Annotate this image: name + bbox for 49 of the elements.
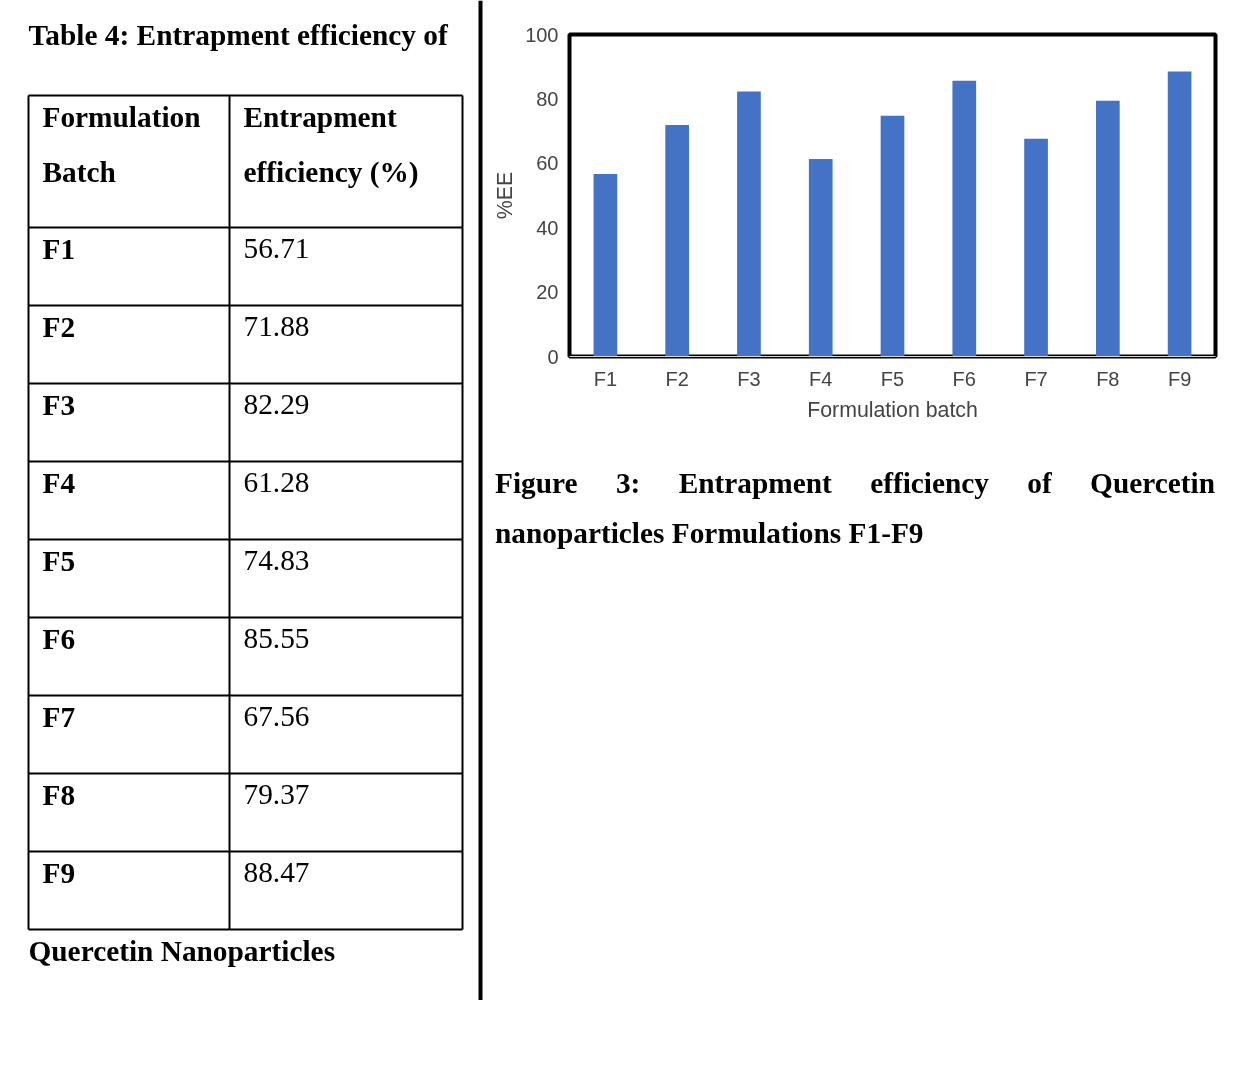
text: F9 xyxy=(42,856,76,889)
x-tick-label: F5 xyxy=(880,367,905,390)
text: Formulation Batch xyxy=(42,100,201,188)
x-tick-label: F9 xyxy=(1167,367,1192,390)
x-tick-label: F7 xyxy=(1024,367,1048,390)
text: 67.56 xyxy=(243,700,310,732)
text: Quercetin Nanoparticles xyxy=(28,934,336,967)
x-tick-label: F2 xyxy=(665,367,689,390)
y-tick-label: 80 xyxy=(536,87,559,110)
bar xyxy=(880,115,905,357)
text: 82.29 xyxy=(243,388,310,420)
bar xyxy=(737,91,761,357)
text: F6 xyxy=(42,622,76,655)
text: 74.83 xyxy=(243,544,310,576)
text: F4 xyxy=(42,466,76,499)
y-tick-label: 40 xyxy=(536,216,559,239)
text: Entrapment efficiency (%) xyxy=(243,100,419,189)
text: F7 xyxy=(42,700,76,733)
text: 79.37 xyxy=(243,778,310,810)
text: F5 xyxy=(42,544,76,577)
y-tick-label: 20 xyxy=(536,281,559,304)
text: 88.47 xyxy=(243,856,310,888)
bar xyxy=(593,173,618,357)
bar xyxy=(1095,100,1120,357)
x-tick-label: F3 xyxy=(737,367,761,390)
text: Table 4: Entrapment efficiency of xyxy=(28,18,449,51)
x-tick-label: F4 xyxy=(809,367,833,390)
bar xyxy=(952,80,977,357)
text: F3 xyxy=(42,388,76,421)
bar xyxy=(1024,138,1048,357)
text: F8 xyxy=(42,778,76,811)
text: 71.88 xyxy=(243,310,310,342)
y-tick-label: 60 xyxy=(536,152,559,175)
x-tick-label: F1 xyxy=(593,367,618,390)
y-tick-label: 100 xyxy=(525,23,559,46)
x-tick-label: F8 xyxy=(1096,367,1120,390)
text: F2 xyxy=(42,310,76,343)
text: 85.55 xyxy=(243,622,310,654)
text: 61.28 xyxy=(243,466,310,498)
bar xyxy=(1167,71,1192,357)
text: 56.71 xyxy=(243,232,310,264)
y-tick-label: 0 xyxy=(547,345,559,368)
bar xyxy=(665,124,690,357)
x-tick-label: F6 xyxy=(952,367,976,390)
x-axis-title: Formulation batch xyxy=(807,397,978,422)
y-axis-title: %EE xyxy=(493,171,518,220)
text: Figure 3: Entrapment efficiency of Quercetin nanoparticles Formulations F1-F9 xyxy=(495,466,1215,551)
text: F1 xyxy=(42,232,76,265)
bar xyxy=(808,159,833,357)
